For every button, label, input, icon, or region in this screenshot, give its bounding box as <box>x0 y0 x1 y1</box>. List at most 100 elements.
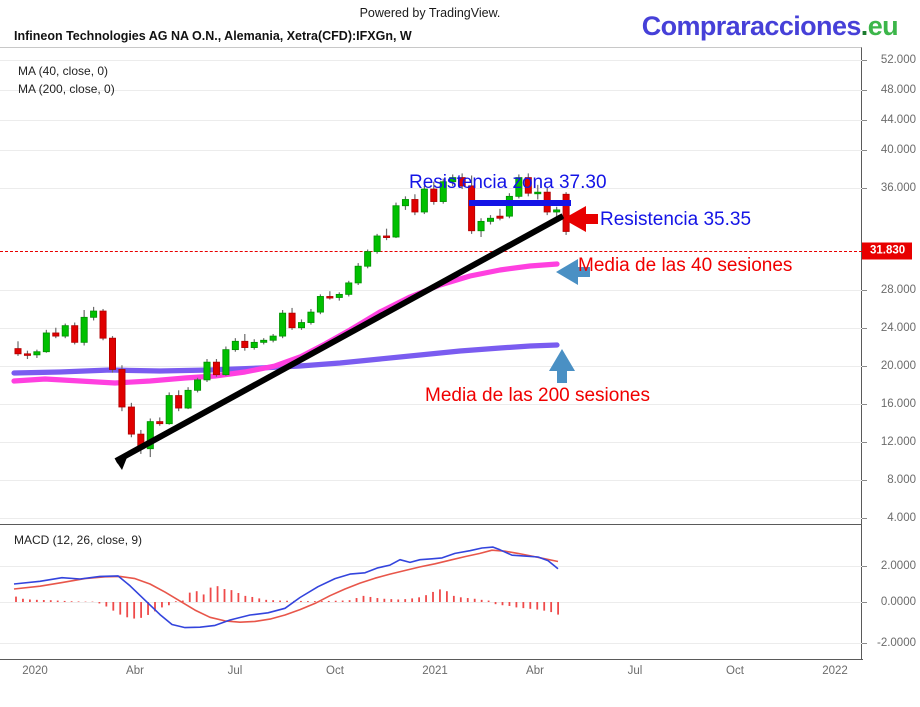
time-tick-label: Abr <box>526 665 544 677</box>
price-axis[interactable]: 52.000 48.000 44.000 40.000 36.000 28.00… <box>862 47 920 659</box>
macd-tick-label: 2.0000 <box>880 560 916 572</box>
candle-body[interactable] <box>194 379 202 391</box>
candle-body[interactable] <box>269 335 277 341</box>
candle-body[interactable] <box>279 312 287 337</box>
price-tick-label: 28.000 <box>880 284 916 296</box>
macd-line[interactable] <box>13 546 559 629</box>
macd-signal-line[interactable] <box>13 549 559 624</box>
candle-body[interactable] <box>109 337 117 370</box>
gridline <box>0 120 862 121</box>
candle-body[interactable] <box>23 353 31 356</box>
candle-body[interactable] <box>534 191 542 195</box>
candle-body[interactable] <box>241 340 249 348</box>
candle-body[interactable] <box>468 185 476 232</box>
candle-body[interactable] <box>383 235 391 238</box>
legend-ma200[interactable]: MA (200, close, 0) <box>18 82 115 96</box>
candle-body[interactable] <box>222 349 230 376</box>
candle-body[interactable] <box>203 361 211 381</box>
legend-macd[interactable]: MACD (12, 26, close, 9) <box>14 533 143 547</box>
axis-tick <box>862 442 867 443</box>
gridline <box>0 90 862 91</box>
gridline <box>0 188 862 189</box>
candle-body[interactable] <box>364 251 372 267</box>
axis-tick <box>862 566 867 567</box>
candle-body[interactable] <box>99 310 107 339</box>
candle-body[interactable] <box>477 220 485 232</box>
candle-body[interactable] <box>524 177 532 194</box>
candle-body[interactable] <box>297 322 305 329</box>
candle-body[interactable] <box>401 199 409 207</box>
time-tick-label: Jul <box>627 665 643 677</box>
candle-body[interactable] <box>52 332 60 337</box>
candle-body[interactable] <box>165 395 173 425</box>
candle-body[interactable] <box>449 177 457 183</box>
candle-body[interactable] <box>411 199 419 213</box>
candle-body[interactable] <box>80 316 88 343</box>
resistance-zone-label: Resistencia zona 37.30 <box>409 172 607 193</box>
candle-body[interactable] <box>260 339 268 343</box>
time-tick-label: Oct <box>326 665 344 677</box>
axis-tick <box>862 366 867 367</box>
gridline-macd <box>0 643 862 644</box>
time-tick-label: 2021 <box>422 665 448 677</box>
last-price-badge[interactable]: 31.830 <box>862 242 912 260</box>
candle-body[interactable] <box>250 341 258 348</box>
axis-tick <box>862 188 867 189</box>
candle-body[interactable] <box>146 421 154 450</box>
candle-body[interactable] <box>515 177 523 197</box>
candle-body[interactable] <box>212 361 220 376</box>
price-tick-label: 16.000 <box>880 398 916 410</box>
time-tick-label: 2022 <box>822 665 848 677</box>
price-tick-label: 12.000 <box>880 436 916 448</box>
x-axis-line <box>0 659 863 660</box>
ma200-line[interactable] <box>11 342 560 376</box>
panel-separator <box>0 524 862 525</box>
candle-body[interactable] <box>231 340 239 351</box>
candle-body[interactable] <box>316 296 324 313</box>
candle-body[interactable] <box>439 181 447 202</box>
candle-body[interactable] <box>127 406 135 435</box>
candle-body[interactable] <box>458 177 466 187</box>
time-tick-label: Oct <box>726 665 744 677</box>
candle-body[interactable] <box>553 209 561 213</box>
candle-body[interactable] <box>326 296 334 299</box>
price-tick-label: 20.000 <box>880 360 916 372</box>
candle-body[interactable] <box>373 235 381 253</box>
candle-body[interactable] <box>335 293 343 298</box>
candle-body[interactable] <box>61 325 69 337</box>
candle-body[interactable] <box>392 205 400 238</box>
time-tick-label: Abr <box>126 665 144 677</box>
candle-body[interactable] <box>288 312 296 329</box>
candle-body[interactable] <box>496 215 504 219</box>
candle-body[interactable] <box>307 311 315 323</box>
axis-tick <box>862 602 867 603</box>
candle-body[interactable] <box>486 217 494 222</box>
candle-body[interactable] <box>420 188 428 213</box>
axis-tick <box>862 518 867 519</box>
powered-by-label: Powered by TradingView. <box>359 6 501 20</box>
candle-body[interactable] <box>354 265 362 284</box>
candle-body[interactable] <box>14 348 22 355</box>
candle-body[interactable] <box>175 395 183 409</box>
candle-body[interactable] <box>345 282 353 295</box>
candle-body[interactable] <box>71 325 79 343</box>
candle-body[interactable] <box>430 188 438 202</box>
gridline <box>0 366 862 367</box>
candle-body[interactable] <box>184 389 192 409</box>
candle-body[interactable] <box>118 369 126 408</box>
candle-body[interactable] <box>505 195 513 217</box>
candle-body[interactable] <box>42 332 50 353</box>
candle-body[interactable] <box>156 421 164 425</box>
ma40-arrow-icon <box>556 259 590 285</box>
candle-body[interactable] <box>33 351 41 356</box>
gridline-macd <box>0 602 862 603</box>
candle-body[interactable] <box>562 193 570 232</box>
legend-ma40[interactable]: MA (40, close, 0) <box>18 64 109 78</box>
price-tick-label: 8.000 <box>887 474 916 486</box>
axis-tick <box>862 404 867 405</box>
resistance-zone-bar[interactable] <box>469 200 571 206</box>
plot-frame <box>0 47 862 659</box>
candle-body[interactable] <box>90 310 98 318</box>
trendline[interactable] <box>114 213 565 464</box>
